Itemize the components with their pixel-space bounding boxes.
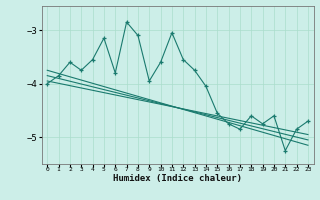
X-axis label: Humidex (Indice chaleur): Humidex (Indice chaleur) [113,174,242,183]
